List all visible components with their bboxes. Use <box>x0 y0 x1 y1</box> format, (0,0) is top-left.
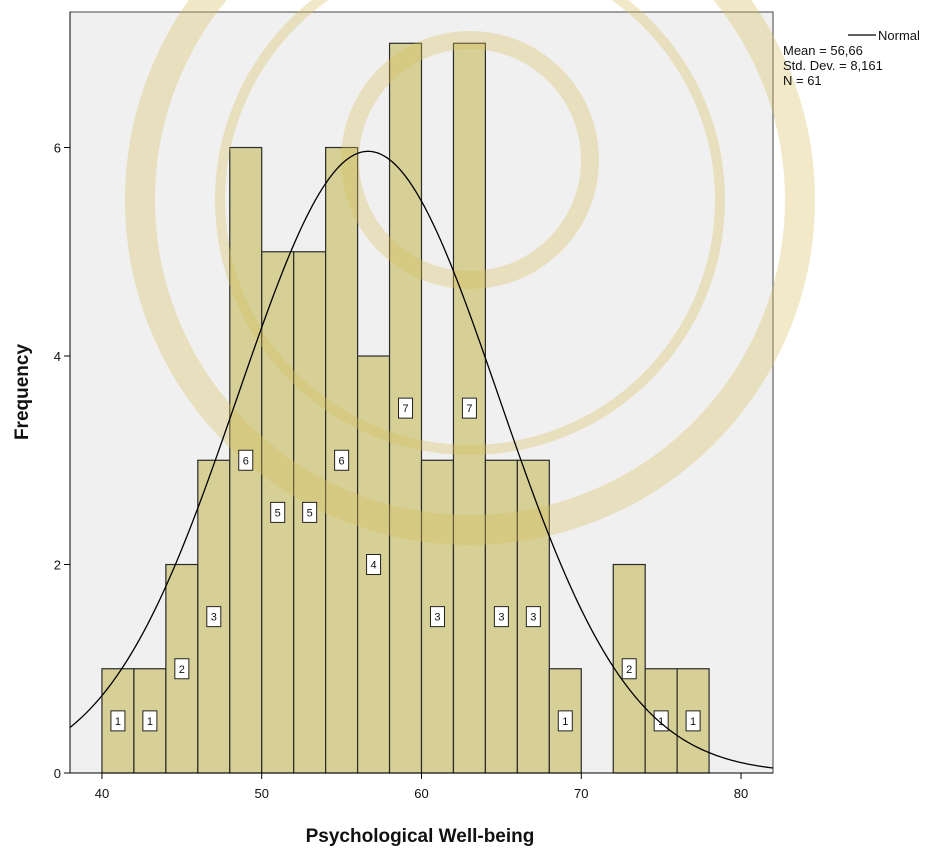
legend-n: N = 61 <box>783 73 822 88</box>
y-tick-label: 0 <box>54 766 61 781</box>
bar-52 <box>293 251 327 774</box>
data-label-box <box>621 658 637 680</box>
x-tick-label: 40 <box>95 786 109 801</box>
normal-curve <box>69 150 774 769</box>
data-label-box <box>142 710 158 732</box>
data-label: 1 <box>115 716 121 728</box>
legend-series-name: Normal <box>878 28 920 43</box>
data-label-box <box>461 397 477 419</box>
data-label-box <box>429 606 445 628</box>
data-label: 1 <box>690 716 696 728</box>
data-label-box <box>206 606 222 628</box>
data-label-box <box>174 658 190 680</box>
data-label: 7 <box>402 403 408 415</box>
data-label: 2 <box>626 664 632 676</box>
data-label: 6 <box>339 455 345 467</box>
y-tick-label: 2 <box>54 558 61 573</box>
data-label-box <box>110 710 126 732</box>
x-tick-label: 60 <box>414 786 428 801</box>
data-label: 3 <box>498 612 504 624</box>
data-label-box <box>238 449 254 471</box>
data-label: 1 <box>147 716 153 728</box>
data-label-box <box>334 449 350 471</box>
x-axis-title: Psychological Well-being <box>306 826 535 847</box>
axes-layer: 40 50 60 70 80 0 2 4 6 <box>54 12 773 801</box>
data-label: 7 <box>466 403 472 415</box>
data-label: 4 <box>371 560 377 572</box>
data-label: 2 <box>179 664 185 676</box>
y-tick-label: 4 <box>54 349 61 364</box>
legend-std-dev: Std. Dev. = 8,161 <box>783 58 883 73</box>
data-label: 1 <box>658 716 664 728</box>
bar-64 <box>484 459 518 774</box>
data-label: 5 <box>307 507 313 519</box>
legend: Normal Mean = 56,66 Std. Dev. = 8,161 N … <box>783 28 920 88</box>
data-label: 1 <box>562 716 568 728</box>
data-label-box <box>302 501 318 523</box>
data-label-box <box>270 501 286 523</box>
data-label: 3 <box>530 612 536 624</box>
data-label-box <box>366 554 382 576</box>
x-tick-label: 70 <box>574 786 588 801</box>
data-label-box <box>398 397 414 419</box>
data-label: 6 <box>243 455 249 467</box>
data-label: 3 <box>211 612 217 624</box>
x-tick-label: 80 <box>734 786 748 801</box>
data-label: 5 <box>275 507 281 519</box>
y-axis-title: Frequency <box>12 344 33 441</box>
x-tick-label: 50 <box>254 786 268 801</box>
data-label: 3 <box>434 612 440 624</box>
legend-mean: Mean = 56,66 <box>783 43 863 58</box>
data-label-box <box>557 710 573 732</box>
data-labels-layer: 1 1 2 3 6 5 5 6 4 7 3 7 3 3 1 2 1 1 <box>110 397 701 732</box>
data-label-box <box>685 710 701 732</box>
data-label-box <box>525 606 541 628</box>
y-tick-label: 6 <box>54 141 61 156</box>
data-label-box <box>493 606 509 628</box>
